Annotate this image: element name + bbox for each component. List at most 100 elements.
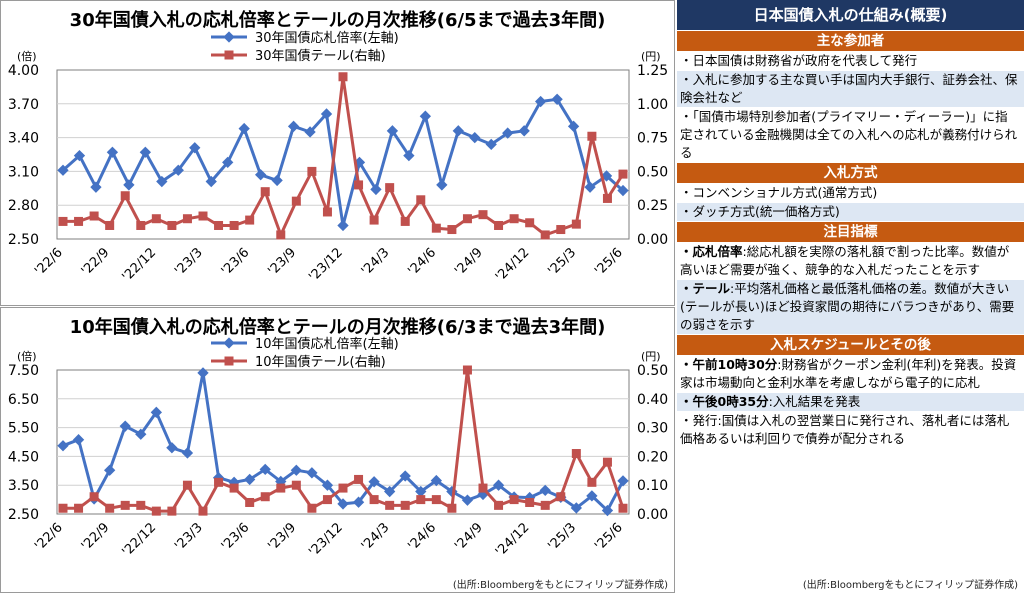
chart-30y-point-tail [556, 225, 566, 235]
info-item: ・ダッチ方式(統一価格方式) [677, 203, 1024, 221]
info-item-text: ・コンベンショナル方式(通常方式) [680, 185, 878, 200]
info-item: ・発行:国債は入札の翌営業日に発行され、落札者には落札価格あるいは利回りで債券が… [677, 412, 1024, 448]
chart-10y-point-ratio [399, 470, 411, 482]
chart-10y-point-tail [322, 495, 332, 505]
chart-30y-point-tail [525, 218, 535, 228]
chart-30y-legend-label: 30年国債テール(右軸) [255, 49, 386, 64]
chart-10y-point-tail [369, 495, 379, 505]
chart-10y-point-tail [182, 480, 192, 490]
chart-30y-point-ratio [106, 146, 119, 158]
chart-30y-ytick-right: 1.25 [637, 63, 668, 79]
chart-30y-point-ratio [518, 125, 530, 137]
info-item-term: ・テール [680, 281, 731, 296]
chart-30y-panel: 30年国債入札の応札倍率とテールの月次推移(6/5まで過去3年間) 4.00 3.… [0, 0, 675, 306]
chart-10y-point-ratio [72, 434, 85, 446]
info-item-text: ・ダッチ方式(統一価格方式) [680, 204, 840, 219]
chart-30y-point-ratio [485, 138, 497, 151]
info-item-text: :総応札額を実際の落札額で割った比率。数値が高いほど需要が強く、競争的な入札だっ… [680, 244, 1010, 277]
chart-30y-xtick: '22/6 [32, 245, 66, 279]
chart-30y-point-ratio [502, 127, 514, 139]
info-item: ・午前10時30分:財務省がクーポン金利(年利)を発表。投資家は市場動向と金利水… [677, 356, 1024, 392]
chart-10y-point-tail [167, 506, 177, 516]
chart-30y-point-ratio [156, 175, 168, 188]
chart-10y-point-ratio [321, 479, 334, 491]
chart-30y-point-tail [400, 216, 410, 226]
chart-30y-xtick: '23/6 [219, 245, 253, 279]
chart-10y-ylabel-left: (倍) [17, 349, 37, 363]
chart-10y-ytick-left: 7.50 [8, 363, 39, 379]
chart-30y-point-tail [120, 191, 130, 201]
chart-10y-point-ratio [104, 464, 116, 476]
chart-10y-point-tail [462, 365, 472, 375]
chart-10y-point-tail [58, 503, 68, 513]
auction-info-panel: 日本国債入札の仕組み(概要) 主な参加者 ・日本国債は財務省が政府を代表して発行・… [677, 0, 1024, 593]
chart-30y-ytick-left: 3.10 [8, 164, 39, 180]
chart-10y-point-ratio [197, 367, 209, 379]
chart-30y-point-tail [74, 216, 84, 226]
chart-10y-xtick: '22/12 [120, 520, 160, 560]
info-item-text: :入札結果を発表 [768, 394, 861, 409]
chart-10y-xtick: '24/12 [493, 520, 533, 560]
chart-10y-point-ratio [368, 476, 380, 488]
chart-30y-point-tail [322, 207, 332, 217]
info-item-text: ・入札に参加する主な買い手は国内大手銀行、証券会社、保険会社など [680, 72, 1018, 105]
info-item-text: ・発行:国債は入札の翌営業日に発行され、落札者には落札価格あるいは利回りで債券が… [680, 413, 1010, 446]
chart-30y-point-tail [416, 195, 426, 205]
chart-10y-point-tail [494, 500, 504, 510]
chart-30y-xtick: '23/9 [265, 245, 299, 279]
chart-30y-point-tail [307, 166, 317, 176]
chart-30y-point-tail [447, 225, 457, 235]
info-item: ・日本国債は財務省が政府を代表して発行 [677, 52, 1024, 70]
chart-10y-point-tail [478, 483, 488, 493]
chart-10y-point-tail [525, 497, 535, 507]
chart-10y-point-ratio [337, 498, 349, 510]
chart-30y-point-ratio [304, 126, 316, 138]
chart-10y-point-tail [276, 483, 286, 493]
chart-30y-point-ratio [172, 164, 184, 176]
info-item-term: ・午後0時35分 [680, 394, 769, 409]
chart-30y-point-ratio [254, 169, 267, 181]
chart-30y-ytick-right: 0.75 [637, 131, 668, 147]
chart-10y-ytick-right: 0.00 [637, 507, 668, 523]
info-item: ・応札倍率:総応札額を実際の落札額で割った比率。数値が高いほど需要が強く、競争的… [677, 243, 1024, 279]
chart-10y-point-tail [151, 506, 161, 516]
chart-30y-point-ratio [617, 184, 629, 197]
chart-30y-point-ratio [189, 142, 201, 154]
info-item: ・午後0時35分:入札結果を発表 [677, 393, 1024, 411]
info-section-heading: 注目指標 [677, 222, 1024, 242]
chart-30y-ytick-left: 2.80 [8, 198, 39, 214]
chart-10y-ytick-left: 6.50 [8, 392, 39, 408]
chart-10y-point-ratio [119, 420, 131, 432]
chart-10y-point-ratio [586, 490, 598, 502]
chart-30y-point-tail [354, 180, 364, 190]
chart-30y-point-ratio [370, 183, 382, 196]
chart-30y-point-ratio [452, 125, 464, 137]
chart-10y-point-ratio [166, 442, 178, 454]
chart-10y-xtick: '23/3 [172, 520, 206, 554]
info-body: 主な参加者 ・日本国債は財務省が政府を代表して発行 ・入札に参加する主な買い手は国内… [677, 31, 1024, 448]
chart-10y-point-ratio [259, 463, 271, 476]
chart-30y-point-tail [509, 214, 519, 224]
chart-30y-point-ratio [90, 181, 102, 193]
chart-30y-point-tail [182, 214, 192, 224]
info-item-text: :平均落札価格と最低落札価格の差。数値が大きい(テールが長い)ほど投資家間の期待… [680, 281, 1015, 332]
chart-30y-point-ratio [403, 149, 415, 162]
chart-30y-xtick: '24/6 [405, 245, 439, 279]
chart-30y-ytick-right: 0.25 [637, 198, 668, 214]
chart-30y-point-tail [260, 187, 270, 197]
chart-30y-point-tail [369, 215, 379, 225]
chart-30y-ytick-left: 2.50 [8, 232, 39, 248]
info-item: ・テール:平均落札価格と最低落札価格の差。数値が大きい(テールが長い)ほど投資家… [677, 280, 1024, 334]
chart-10y-plot-frame [56, 369, 630, 515]
chart-30y-point-tail [494, 220, 504, 230]
chart-10y-ytick-left: 2.50 [8, 507, 39, 523]
chart-30y-point-tail [89, 211, 99, 221]
chart-30y-point-tail [136, 220, 146, 230]
chart-30y-point-tail [478, 210, 488, 220]
chart-10y-point-tail [105, 503, 115, 513]
chart-30y-xtick: '24/3 [359, 245, 393, 279]
chart-30y-point-tail [245, 215, 255, 225]
chart-30y-point-ratio [123, 179, 135, 191]
chart-10y-point-tail [385, 500, 395, 510]
chart-10y-svg: 7.50 6.50 5.50 4.50 3.50 2.50 0.50 0.40 0.30 0.20… [8, 336, 668, 560]
